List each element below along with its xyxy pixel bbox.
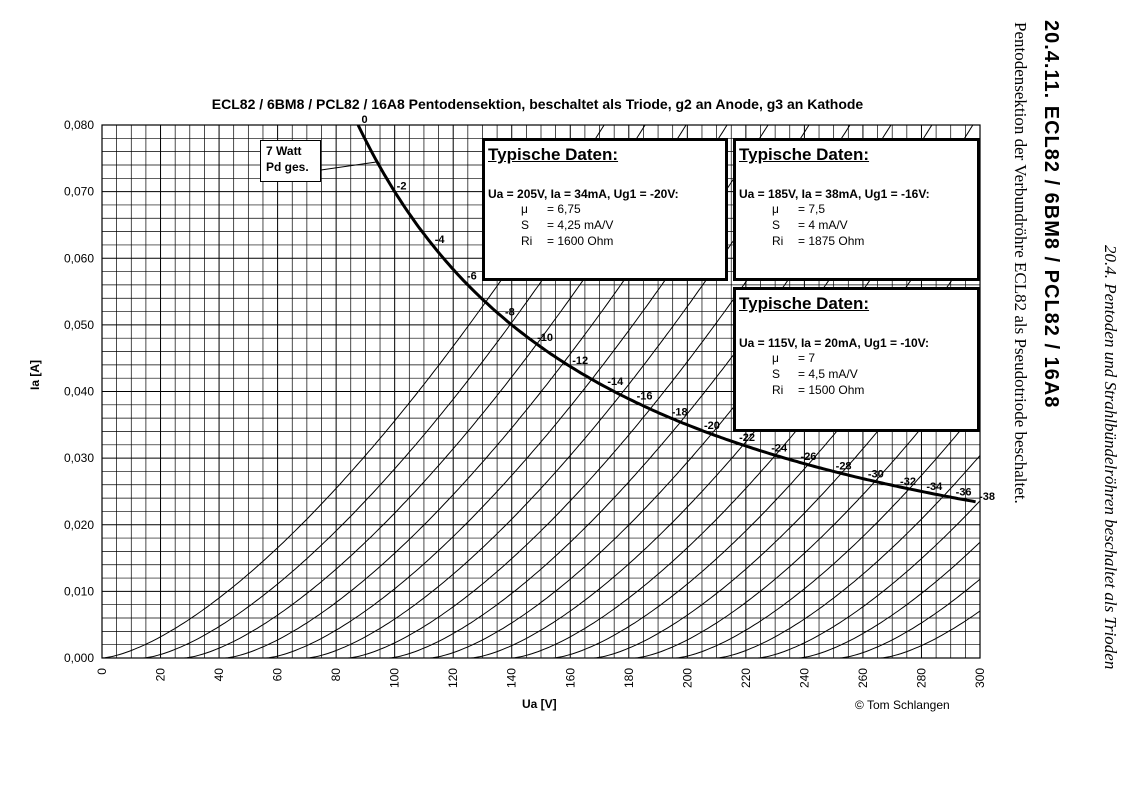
curve-label: -2 <box>397 181 407 193</box>
typical-data-ri: Ri = 1875 Ohm <box>772 234 865 248</box>
curve-label: -12 <box>572 355 588 367</box>
power-limit-label-line2: Pd ges. <box>266 160 309 174</box>
typical-data-ri: Ri = 1500 Ohm <box>772 383 865 397</box>
curve-label: -10 <box>537 332 553 344</box>
anode-curve <box>716 455 980 658</box>
x-tick-label: 20 <box>154 668 168 682</box>
curve-label: -8 <box>505 307 515 319</box>
y-tick-label: 0,020 <box>64 518 94 532</box>
x-tick-label: 60 <box>271 668 285 682</box>
y-tick-label: 0,060 <box>64 251 94 265</box>
typical-data-mu: μ = 6,75 <box>521 202 581 216</box>
page-running-head: 20.4. Pentoden und Strahlbündelröhren be… <box>1101 245 1120 670</box>
y-tick-label: 0,070 <box>64 185 94 199</box>
y-tick-label: 0,030 <box>64 451 94 465</box>
x-tick-label: 80 <box>329 668 343 682</box>
x-tick-label: 120 <box>446 668 460 688</box>
power-limit-pointer <box>320 161 378 171</box>
typical-data-condition: Ua = 205V, Ia = 34mA, Ug1 = -20V: <box>488 187 679 201</box>
chart-title: ECL82 / 6BM8 / PCL82 / 16A8 Pentodensekt… <box>211 96 864 112</box>
x-tick-label: 240 <box>797 668 811 688</box>
x-tick-label: 300 <box>973 668 987 688</box>
plot-frame <box>101 124 981 659</box>
curve-label: -32 <box>900 476 916 488</box>
power-limit-line <box>356 124 976 504</box>
curve-label: -14 <box>607 376 624 388</box>
typical-data-box-1: Typische Daten: Ua = 205V, Ia = 34mA, Ug… <box>482 138 728 281</box>
power-limit-callout: 7 Watt Pd ges. <box>260 140 321 182</box>
x-tick-label: 140 <box>505 668 519 688</box>
typical-data-mu: μ = 7 <box>772 351 816 365</box>
typical-data-box-3: Typische Daten: Ua = 115V, Ia = 20mA, Ug… <box>733 287 980 432</box>
axes: 0,000 0,010 0,020 0,030 0,040 0,050 0,060 0,070… <box>64 118 987 688</box>
typical-data-condition: Ua = 185V, Ia = 38mA, Ug1 = -16V: <box>739 187 930 201</box>
curve-label: -18 <box>672 406 688 418</box>
y-tick-label: 0,040 <box>64 385 94 399</box>
y-tick-label: 0,010 <box>64 584 94 598</box>
anode-curve <box>839 578 980 658</box>
x-tick-label: 260 <box>856 668 870 688</box>
curve-label: -6 <box>467 271 477 283</box>
typical-data-box-2: Typische Daten: Ua = 185V, Ia = 38mA, Ug… <box>733 138 980 281</box>
curve-label: -24 <box>771 442 788 454</box>
typical-data-condition: Ua = 115V, Ia = 20mA, Ug1 = -10V: <box>739 336 930 350</box>
typical-data-s: S = 4,25 mA/V <box>521 218 614 232</box>
anode-curve <box>880 610 980 658</box>
curve-label: -26 <box>801 451 817 463</box>
curve-label: -20 <box>704 420 720 432</box>
typical-data-s: S = 4,5 mA/V <box>772 367 858 381</box>
typical-data-ri: Ri = 1600 Ohm <box>521 234 614 248</box>
y-tick-label: 0,080 <box>64 118 94 132</box>
anode-curve <box>675 406 980 658</box>
curve-labels: 0 -2 -4 -6 -8 -10 -12 -14 -16 -18 -20 -22 -24 -26 -28 -… <box>362 114 995 503</box>
x-tick-label: 0 <box>95 668 109 675</box>
power-limit-curve <box>320 124 976 504</box>
x-tick-label: 220 <box>739 668 753 688</box>
page-section-title: 20.4.11. ECL82 / 6BM8 / PCL82 / 16A8 <box>1040 20 1062 409</box>
x-tick-label: 200 <box>680 668 694 688</box>
curve-label: -22 <box>739 432 755 444</box>
page-caption: Pentodensektion der Verbundröhre ECL82 a… <box>1011 22 1030 504</box>
curve-label: -16 <box>637 390 653 402</box>
anode-curve <box>757 500 980 658</box>
typical-data-s: S = 4 mA/V <box>772 218 848 232</box>
curve-label: -4 <box>435 234 446 246</box>
anode-curve <box>798 541 980 658</box>
typical-data-heading: Typische Daten: <box>739 145 870 164</box>
x-tick-label: 280 <box>914 668 928 688</box>
x-tick-label: 100 <box>388 668 402 688</box>
curve-label: -34 <box>926 481 943 493</box>
y-tick-label: 0,000 <box>64 651 94 665</box>
curve-label: -30 <box>868 468 884 480</box>
curve-label: -36 <box>956 486 972 498</box>
typical-data-heading: Typische Daten: <box>488 145 619 164</box>
curve-label: 0 <box>362 114 368 126</box>
y-axis-label: Ia [A] <box>28 360 42 390</box>
curve-label: -38 <box>979 491 995 503</box>
credit-text: © Tom Schlangen <box>855 698 950 712</box>
x-tick-label: 180 <box>622 668 636 688</box>
y-tick-label: 0,050 <box>64 318 94 332</box>
x-axis-label: Ua [V] <box>522 697 557 711</box>
curve-label: -28 <box>836 460 852 472</box>
power-limit-label-line1: 7 Watt <box>266 144 302 158</box>
typical-data-heading: Typische Daten: <box>739 294 870 313</box>
x-tick-label: 160 <box>563 668 577 688</box>
typical-data-mu: μ = 7,5 <box>772 202 826 216</box>
x-tick-label: 40 <box>212 668 226 682</box>
